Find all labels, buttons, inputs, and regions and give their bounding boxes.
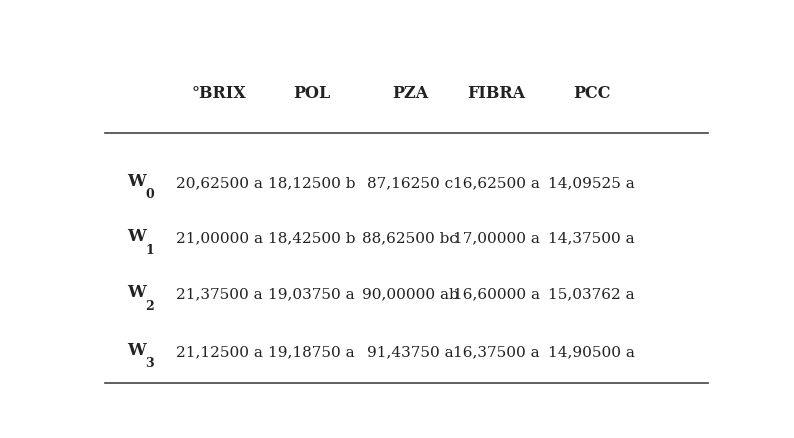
Text: 14,90500 a: 14,90500 a: [548, 344, 635, 358]
Text: 21,37500 a: 21,37500 a: [176, 287, 263, 300]
Text: 21,00000 a: 21,00000 a: [175, 231, 263, 245]
Text: 17,00000 a: 17,00000 a: [453, 231, 540, 245]
Text: 88,62500 bc: 88,62500 bc: [362, 231, 458, 245]
Text: 14,09525 a: 14,09525 a: [548, 176, 635, 189]
Text: 14,37500 a: 14,37500 a: [548, 231, 635, 245]
Text: PZA: PZA: [392, 85, 428, 102]
Text: 20,62500 a: 20,62500 a: [175, 176, 263, 189]
Text: °BRIX: °BRIX: [192, 85, 247, 102]
Text: 90,00000 ab: 90,00000 ab: [361, 287, 458, 300]
Text: 15,03762 a: 15,03762 a: [548, 287, 635, 300]
Text: POL: POL: [293, 85, 330, 102]
Text: 16,37500 a: 16,37500 a: [453, 344, 539, 358]
Text: 91,43750 a: 91,43750 a: [367, 344, 453, 358]
Text: 19,03750 a: 19,03750 a: [268, 287, 355, 300]
Text: 16,62500 a: 16,62500 a: [453, 176, 540, 189]
Text: 21,12500 a: 21,12500 a: [175, 344, 263, 358]
Text: 3: 3: [145, 357, 154, 369]
Text: FIBRA: FIBRA: [467, 85, 525, 102]
Text: 18,42500 b: 18,42500 b: [268, 231, 355, 245]
Text: 87,16250 c: 87,16250 c: [367, 176, 453, 189]
Text: 0: 0: [145, 188, 154, 201]
Text: 2: 2: [145, 299, 154, 312]
Text: W: W: [127, 228, 145, 245]
Text: W: W: [127, 283, 145, 300]
Text: 1: 1: [145, 244, 154, 256]
Text: 18,12500 b: 18,12500 b: [268, 176, 355, 189]
Text: 19,18750 a: 19,18750 a: [268, 344, 355, 358]
Text: W: W: [127, 172, 145, 189]
Text: PCC: PCC: [572, 85, 611, 102]
Text: 16,60000 a: 16,60000 a: [453, 287, 540, 300]
Text: W: W: [127, 341, 145, 358]
